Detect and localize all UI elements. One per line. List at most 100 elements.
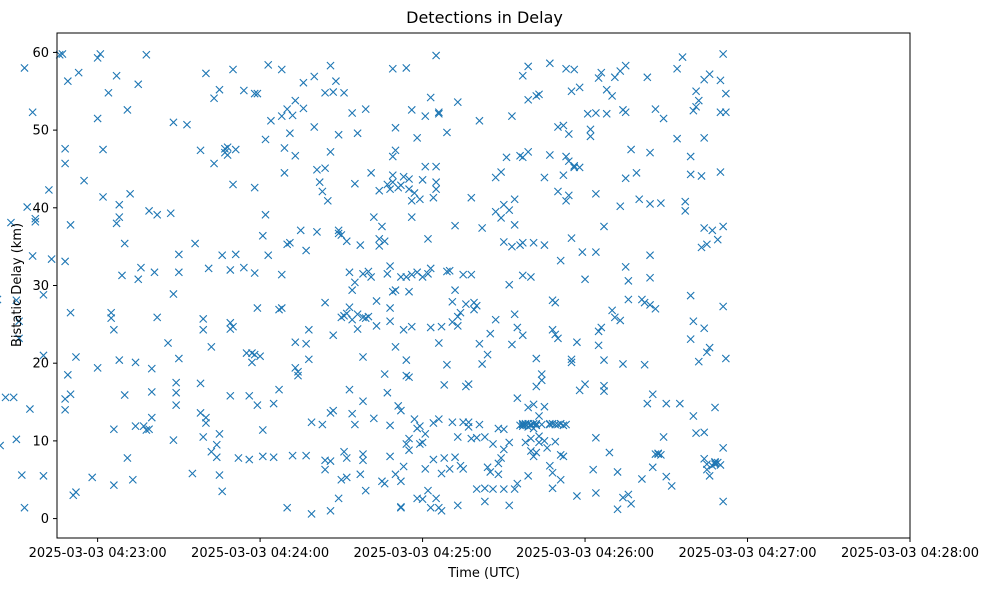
data-point-421 — [510, 310, 519, 319]
data-point-45 — [93, 363, 102, 372]
data-point-304 — [407, 196, 416, 205]
data-point-447 — [524, 62, 533, 71]
data-point-335 — [429, 193, 438, 202]
data-point-330 — [426, 264, 435, 273]
data-point-460 — [532, 448, 541, 457]
data-point-76 — [147, 387, 156, 396]
data-point-546 — [608, 91, 617, 100]
data-point-262 — [380, 237, 389, 246]
data-point-631 — [711, 458, 720, 467]
data-point-386 — [475, 339, 484, 348]
data-point-444 — [524, 95, 533, 104]
data-point-475 — [540, 436, 549, 445]
data-point-3 — [1, 393, 10, 402]
data-point-61 — [120, 391, 129, 400]
data-point-402 — [494, 470, 503, 479]
data-point-601 — [686, 335, 695, 344]
data-point-377 — [467, 270, 476, 279]
data-point-184 — [304, 355, 313, 364]
data-point-223 — [345, 385, 354, 394]
data-point-250 — [367, 168, 376, 177]
data-point-7 — [12, 296, 21, 305]
data-point-198 — [321, 164, 330, 173]
data-point-298 — [405, 373, 414, 382]
data-point-143 — [253, 304, 262, 313]
data-point-353 — [442, 128, 451, 137]
data-point-295 — [402, 63, 411, 72]
data-point-573 — [643, 399, 652, 408]
data-point-338 — [432, 162, 441, 171]
data-point-313 — [413, 133, 422, 142]
data-point-150 — [261, 135, 270, 144]
data-point-234 — [353, 325, 362, 333]
data-point-481 — [545, 59, 554, 68]
data-point-63 — [123, 453, 132, 462]
data-point-46 — [99, 145, 108, 154]
data-point-141 — [250, 89, 259, 98]
data-point-470 — [537, 376, 546, 385]
data-point-418 — [507, 242, 516, 251]
data-point-390 — [480, 433, 489, 441]
data-point-13 — [23, 203, 32, 212]
data-point-642 — [719, 443, 728, 452]
data-point-160 — [277, 112, 286, 121]
data-point-545 — [605, 448, 614, 457]
data-point-139 — [250, 183, 259, 192]
data-point-42 — [96, 49, 105, 58]
data-point-189 — [312, 165, 321, 174]
data-point-544 — [602, 85, 611, 94]
data-point-228 — [348, 409, 357, 418]
data-point-512 — [567, 355, 576, 364]
data-point-400 — [491, 207, 500, 216]
data-point-413 — [502, 153, 511, 162]
data-point-506 — [562, 420, 571, 429]
data-point-332 — [426, 93, 435, 102]
data-point-333 — [429, 455, 438, 464]
data-point-30 — [61, 405, 70, 414]
data-point-572 — [640, 298, 649, 307]
data-point-613 — [697, 243, 706, 252]
data-point-224 — [345, 303, 354, 312]
data-point-200 — [326, 457, 335, 466]
data-point-179 — [299, 104, 308, 113]
data-point-114 — [215, 471, 224, 480]
data-point-231 — [350, 278, 359, 287]
data-point-523 — [581, 380, 590, 389]
data-point-308 — [407, 270, 416, 279]
data-point-610 — [694, 96, 703, 105]
data-point-210 — [334, 494, 343, 503]
data-point-178 — [299, 78, 308, 87]
data-point-213 — [337, 231, 346, 239]
data-point-359 — [451, 221, 460, 230]
data-point-81 — [153, 210, 162, 219]
data-point-391 — [480, 497, 489, 506]
data-point-100 — [199, 325, 208, 334]
data-point-578 — [646, 199, 655, 208]
data-point-476 — [543, 443, 552, 452]
data-point-33 — [66, 220, 75, 229]
data-point-323 — [421, 464, 430, 473]
data-point-268 — [386, 262, 395, 271]
data-point-405 — [497, 453, 506, 462]
data-point-453 — [526, 446, 535, 455]
data-point-62 — [123, 105, 132, 114]
x-tick-label: 2025-03-03 04:26:00 — [516, 546, 654, 561]
data-point-536 — [594, 341, 603, 350]
data-point-521 — [575, 83, 584, 92]
data-point-297 — [402, 272, 411, 281]
data-point-196 — [321, 88, 330, 97]
data-point-324 — [421, 429, 430, 438]
data-point-18 — [31, 217, 40, 226]
data-point-628 — [708, 226, 717, 235]
data-point-12 — [20, 503, 29, 512]
y-tick-label: 30 — [32, 279, 49, 294]
data-point-385 — [475, 116, 484, 125]
data-point-130 — [234, 453, 243, 462]
data-point-53 — [109, 325, 118, 334]
data-point-251 — [369, 213, 378, 222]
data-point-427 — [513, 394, 522, 403]
data-point-489 — [551, 437, 560, 446]
data-point-574 — [643, 73, 652, 82]
data-point-64 — [126, 189, 135, 198]
